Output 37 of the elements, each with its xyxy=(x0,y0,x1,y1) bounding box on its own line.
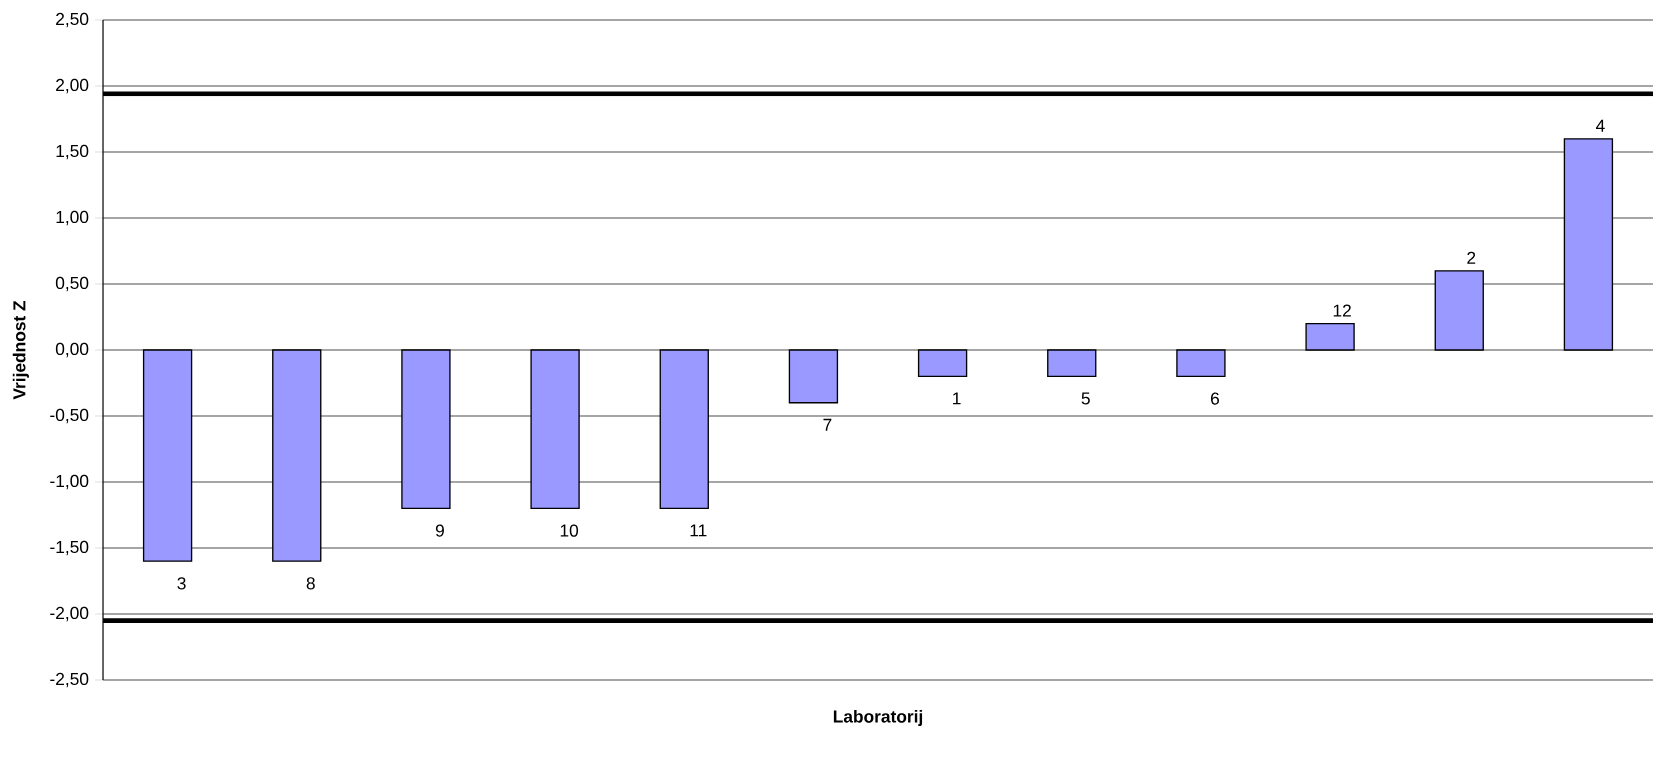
y-tick-label: 0,50 xyxy=(55,276,89,292)
y-tick-label: -0,50 xyxy=(50,408,89,424)
x-tick-label: 12 xyxy=(1333,304,1351,317)
bar xyxy=(659,349,709,510)
bar xyxy=(401,349,451,510)
bar xyxy=(917,349,968,378)
bar xyxy=(1176,349,1226,378)
bar xyxy=(272,349,322,562)
bar xyxy=(1305,322,1355,351)
x-tick-label: 11 xyxy=(690,524,707,537)
x-tick-label: 5 xyxy=(1081,392,1090,405)
y-tick-label: 1,50 xyxy=(56,144,89,160)
bar xyxy=(530,349,580,510)
bar xyxy=(142,349,193,562)
y-tick-label: 2,50 xyxy=(56,12,89,28)
y-axis-title: Vrijednost Z xyxy=(12,300,29,400)
x-tick-label: 6 xyxy=(1210,392,1219,405)
x-tick-label: 7 xyxy=(823,418,832,431)
y-tick-label: -2,00 xyxy=(50,606,89,622)
x-tick-label: 1 xyxy=(953,392,961,405)
bar xyxy=(1563,138,1614,351)
x-axis-title: Laboratorij xyxy=(833,709,923,727)
bar xyxy=(1434,270,1484,351)
y-tick-label: 2,00 xyxy=(56,78,89,94)
y-tick-label: 1,00 xyxy=(56,210,89,226)
y-tick-label: -2,50 xyxy=(50,672,89,688)
x-tick-label: 10 xyxy=(560,524,579,537)
y-tick-label: -1,50 xyxy=(50,540,89,556)
bar xyxy=(788,349,839,404)
x-tick-label: 9 xyxy=(435,524,444,537)
x-tick-label: 3 xyxy=(177,577,186,590)
x-tick-label: 8 xyxy=(306,577,315,590)
x-tick-label: 4 xyxy=(1596,119,1605,132)
bar xyxy=(1047,349,1097,378)
x-tick-label: 2 xyxy=(1467,251,1476,264)
y-tick-label: -1,00 xyxy=(50,474,89,490)
y-tick-label: 0,00 xyxy=(55,342,89,358)
